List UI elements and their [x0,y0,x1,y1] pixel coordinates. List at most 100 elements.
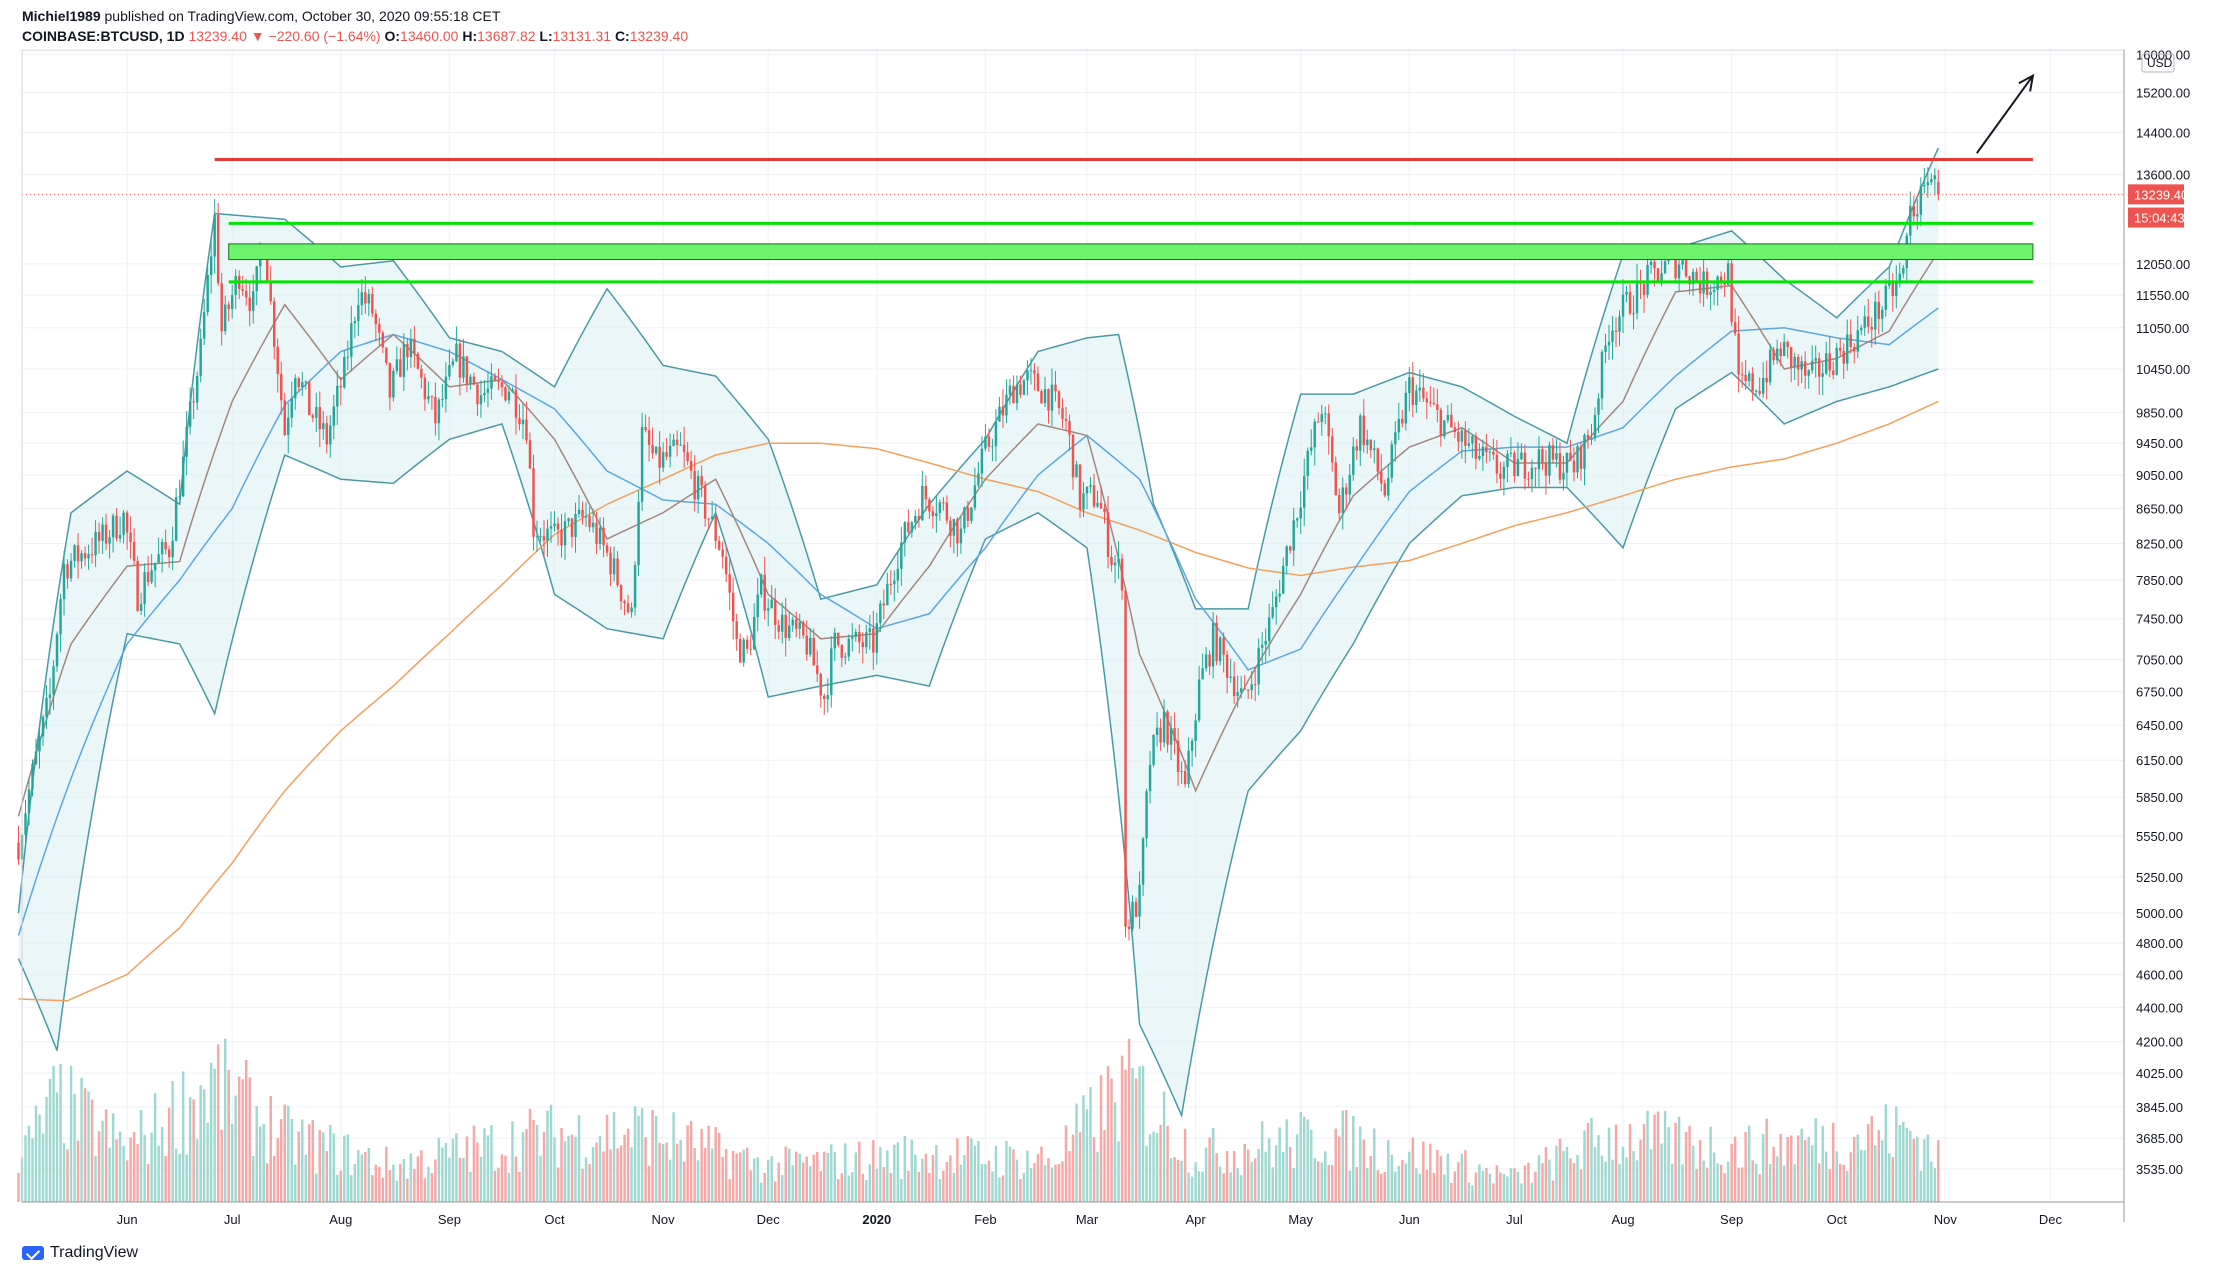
candle-body [90,554,94,556]
candle-body [34,751,38,764]
candle-body [164,541,167,550]
volume-bar [770,1156,773,1202]
volume-bar [1502,1174,1506,1202]
candle-body [1253,684,1257,686]
volume-bar [1849,1152,1852,1202]
candle-body [1124,590,1127,927]
candle-body [591,522,595,528]
candle-body [1481,446,1485,457]
volume-bar [1404,1163,1408,1202]
symbol-label[interactable]: COINBASE:BTCUSD, 1D [22,28,185,44]
candle-body [1026,370,1029,381]
candle-body [45,697,48,717]
price-tick-label: 3685.00 [2136,1131,2183,1146]
candle-body [605,545,609,553]
candle-body [1649,261,1653,266]
candle-body [609,552,612,575]
candle-body [1292,520,1295,551]
volume-bar [970,1138,973,1202]
candle-body [1523,452,1527,479]
volume-bar [693,1148,696,1202]
candle-body [626,603,630,613]
volume-bar [914,1154,917,1202]
candle-body [735,621,738,639]
volume-bar [893,1144,896,1202]
candle-body [1145,791,1148,839]
bollinger-upper-line [17,147,1940,914]
volume-bar [1488,1173,1492,1202]
candle-body [1373,448,1376,451]
volume-bar [1828,1168,1831,1202]
candle-body [668,445,672,457]
candle-body [455,343,458,362]
volume-bar [1369,1155,1373,1202]
volume-bar [364,1151,367,1202]
volume-bar [1765,1118,1768,1202]
candle-body [802,622,805,636]
volume-bar [1120,1055,1124,1202]
candle-body [795,619,798,629]
candle-body [24,813,27,835]
candle-body [1663,261,1667,274]
volume-bar [1166,1125,1169,1202]
tradingview-logo[interactable]: TradingView [22,1244,138,1262]
candle-body [1194,720,1197,741]
time-axis[interactable]: Jun Jul Aug Sep Oct Nov Dec 2020 Feb Mar Apr May Jun… [117,1212,2063,1227]
candle-body [952,519,956,536]
candle-body [441,398,444,400]
candle-body [1464,430,1467,446]
volume-bar [1467,1182,1471,1202]
candle-body [111,515,115,538]
volume-bar [311,1120,315,1202]
candle-body [139,603,143,611]
volume-bar [83,1088,87,1202]
price-axis[interactable]: 16000.00 15200.00 14400.00 13600.00 12050.00… [2136,48,2190,1177]
candle-body [1127,926,1131,930]
published-text: published on TradingView.com, October 30… [104,8,501,24]
volume-bar [469,1171,472,1202]
volume-bar [34,1105,38,1202]
candle-body [1541,449,1544,464]
candle-body [682,444,686,453]
volume-bar [714,1127,717,1202]
candle-body [255,266,258,292]
volume-bar [686,1125,689,1202]
volume-bar [773,1181,777,1202]
candle-body [1043,389,1047,404]
volume-bar [1464,1150,1467,1202]
volume-bar [276,1138,279,1202]
candle-body [483,392,486,396]
volume-bar [479,1156,483,1202]
candle-body [1278,593,1281,597]
volume-bar [160,1126,164,1202]
volume-bar [1355,1167,1358,1202]
volume-bar [1541,1163,1544,1202]
volume-bar [1387,1140,1390,1202]
volume-bar [1600,1155,1604,1202]
volume-bar [378,1166,381,1202]
candle-body [1071,434,1075,478]
volume-bar [1099,1075,1103,1202]
volume-bar [1317,1161,1320,1202]
volume-bar [1005,1140,1008,1202]
price-tick-label: 4800.00 [2136,936,2183,951]
candle-body [924,485,928,500]
candle-body [115,515,118,539]
volume-bar [1593,1147,1597,1202]
candle-body [1835,347,1838,375]
price-tick-label: 6750.00 [2136,685,2183,700]
volume-bar [1506,1176,1509,1202]
volume-bar [1302,1116,1306,1202]
candle-body [458,343,462,378]
candle-body [1821,373,1824,377]
candle-body [1807,370,1810,376]
volume-bar [1225,1151,1229,1202]
drawn-levels[interactable] [22,73,2124,284]
candle-body [283,400,286,436]
candle-body [973,485,977,508]
time-tick-label: Feb [974,1212,996,1227]
candle-body [1057,391,1061,408]
publisher-name[interactable]: Michiel1989 [22,8,101,24]
volume-bar [1863,1150,1866,1202]
